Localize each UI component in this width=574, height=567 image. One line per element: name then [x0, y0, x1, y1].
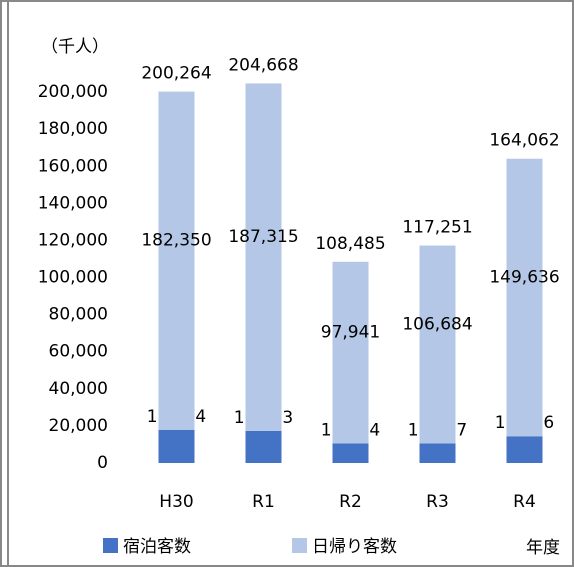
- bar-segment: [419, 443, 456, 463]
- bar-segment: [245, 430, 282, 463]
- bar-segment: [158, 91, 195, 430]
- x-tick-label: H30: [159, 492, 193, 512]
- total-label: 204,668: [228, 55, 298, 75]
- total-label: 164,062: [489, 131, 559, 151]
- y-tick-label: 120,000: [38, 230, 108, 250]
- total-label: 108,485: [315, 234, 385, 254]
- total-label: 117,251: [402, 218, 472, 238]
- bar-segment: [332, 261, 369, 444]
- y-tick-label: 200,000: [38, 82, 108, 102]
- data-label: 182,350: [141, 231, 211, 251]
- total-label: 200,264: [141, 64, 211, 84]
- data-label: 97,941: [321, 323, 380, 343]
- legend-swatch: [292, 538, 307, 553]
- y-tick-label: 20,000: [49, 416, 108, 436]
- x-tick-label: R1: [252, 492, 275, 512]
- y-axis-label: （千人）: [41, 37, 109, 57]
- y-tick-label: 100,000: [38, 268, 108, 288]
- bar-segment: [158, 429, 195, 463]
- y-tick-label: 140,000: [38, 193, 108, 213]
- bar-segment: [419, 245, 456, 444]
- bar-segment: [332, 443, 369, 463]
- bar-segment: [506, 158, 543, 437]
- x-tick-label: R3: [426, 492, 449, 512]
- legend-swatch: [103, 538, 118, 553]
- y-tick-label: 80,000: [49, 305, 108, 325]
- data-label: 106,684: [402, 314, 472, 334]
- legend-label: 日帰り客数: [312, 537, 397, 557]
- data-label: 187,315: [228, 227, 298, 247]
- y-tick-label: 60,000: [49, 342, 108, 362]
- legend-label: 宿泊客数: [123, 537, 191, 557]
- x-tick-label: R2: [339, 492, 362, 512]
- bar-segment: [506, 436, 543, 463]
- bar-segment: [245, 83, 282, 431]
- x-tick-label: R4: [513, 492, 536, 512]
- y-tick-label: 0: [97, 453, 108, 473]
- x-axis-label: 年度: [526, 538, 560, 558]
- data-label: 149,636: [489, 267, 559, 287]
- y-tick-label: 40,000: [49, 379, 108, 399]
- y-tick-label: 180,000: [38, 119, 108, 139]
- y-tick-label: 160,000: [38, 156, 108, 176]
